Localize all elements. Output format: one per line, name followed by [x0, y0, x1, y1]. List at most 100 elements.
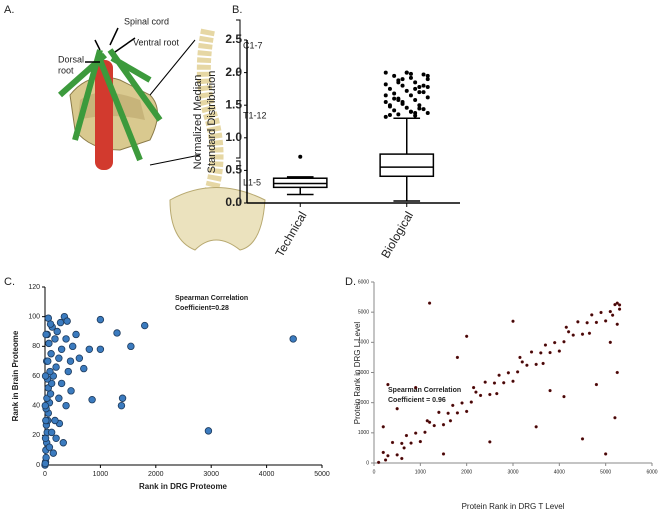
y-axis-label: Normalized Median — [192, 75, 204, 170]
nerve-roots — [58, 48, 163, 162]
point — [80, 364, 88, 373]
point — [47, 350, 55, 358]
y-tick-label: 1.0 — [225, 130, 242, 144]
outlier — [383, 114, 388, 119]
point — [390, 440, 395, 445]
outlier — [392, 73, 397, 78]
y-axis-label: Rank in Brain Proteome — [11, 330, 20, 421]
point — [118, 394, 127, 402]
point — [141, 321, 149, 330]
point — [518, 355, 522, 360]
point — [62, 335, 70, 343]
point — [46, 367, 54, 376]
panel-label: B. — [232, 4, 242, 16]
y-tick-label: 6000 — [358, 279, 369, 285]
point — [576, 320, 580, 324]
point — [45, 339, 53, 348]
box — [379, 153, 435, 178]
point — [594, 382, 598, 387]
y-tick-label: 40 — [32, 403, 40, 410]
point — [613, 416, 617, 420]
point — [474, 390, 478, 394]
point — [59, 439, 67, 447]
point — [441, 423, 446, 427]
point — [488, 392, 492, 397]
point — [465, 334, 469, 338]
label: T1-12 — [243, 110, 267, 120]
outlier — [417, 106, 422, 111]
label: Spinal cord — [124, 16, 169, 26]
point — [42, 453, 50, 462]
point — [441, 452, 446, 456]
point — [432, 423, 436, 428]
outlier — [421, 90, 426, 95]
point — [488, 440, 492, 444]
point — [539, 351, 543, 355]
point — [49, 449, 58, 457]
point — [534, 425, 538, 429]
point — [64, 367, 72, 376]
point — [495, 392, 499, 396]
point — [451, 403, 455, 407]
point — [529, 350, 534, 354]
outlier — [298, 154, 303, 159]
point — [117, 401, 126, 410]
point — [383, 458, 388, 462]
outlier — [392, 108, 397, 113]
point — [502, 381, 506, 385]
outlier — [425, 73, 430, 78]
x-tick-label: 3000 — [507, 469, 518, 475]
outlier — [413, 111, 418, 116]
annotation: Spearman Correlation — [175, 295, 248, 302]
point — [608, 340, 612, 344]
point — [418, 439, 422, 444]
point — [386, 454, 390, 458]
x-tick-label: 6000 — [646, 469, 657, 475]
outlier — [396, 112, 401, 117]
point — [604, 319, 608, 323]
point — [44, 357, 52, 365]
point — [51, 416, 59, 425]
x-tick-label: 5000 — [314, 471, 330, 478]
y-tick-label: 1000 — [358, 430, 369, 436]
brackets — [236, 19, 241, 206]
outlier — [421, 83, 426, 88]
point — [615, 370, 619, 375]
point — [587, 331, 592, 335]
outlier — [400, 99, 405, 104]
point — [437, 410, 441, 414]
outlier — [425, 84, 430, 89]
point — [67, 387, 75, 395]
x-tick-label: 1000 — [415, 469, 426, 475]
point — [52, 363, 60, 371]
outlier — [417, 90, 422, 95]
point — [400, 456, 404, 461]
point — [615, 322, 619, 326]
x-tick-label: 3000 — [203, 471, 219, 478]
point — [55, 354, 63, 362]
point — [402, 446, 406, 450]
point — [604, 452, 608, 456]
point — [465, 409, 469, 414]
y-tick-label: 20 — [32, 432, 40, 439]
outlier — [413, 80, 418, 85]
pointers — [85, 27, 136, 63]
label: C1-7 — [243, 40, 263, 50]
outlier — [408, 109, 413, 114]
point — [611, 313, 615, 317]
outlier — [408, 75, 413, 80]
y-tick-label: 1.5 — [225, 97, 242, 111]
point — [615, 301, 619, 305]
zoom-line — [149, 154, 201, 166]
point — [41, 372, 50, 380]
outlier — [425, 95, 430, 100]
y-axis-label: Protein Rank in DRG L Level — [353, 322, 362, 425]
annotation: Coefficient = 0.96 — [388, 397, 446, 404]
outlier — [387, 103, 392, 108]
y-tick-label: 100 — [28, 314, 40, 321]
point — [617, 307, 622, 311]
point — [460, 401, 464, 405]
x-axis-label: Rank in DRG Proteome — [139, 482, 228, 491]
point — [562, 340, 566, 344]
outlier — [425, 77, 430, 82]
